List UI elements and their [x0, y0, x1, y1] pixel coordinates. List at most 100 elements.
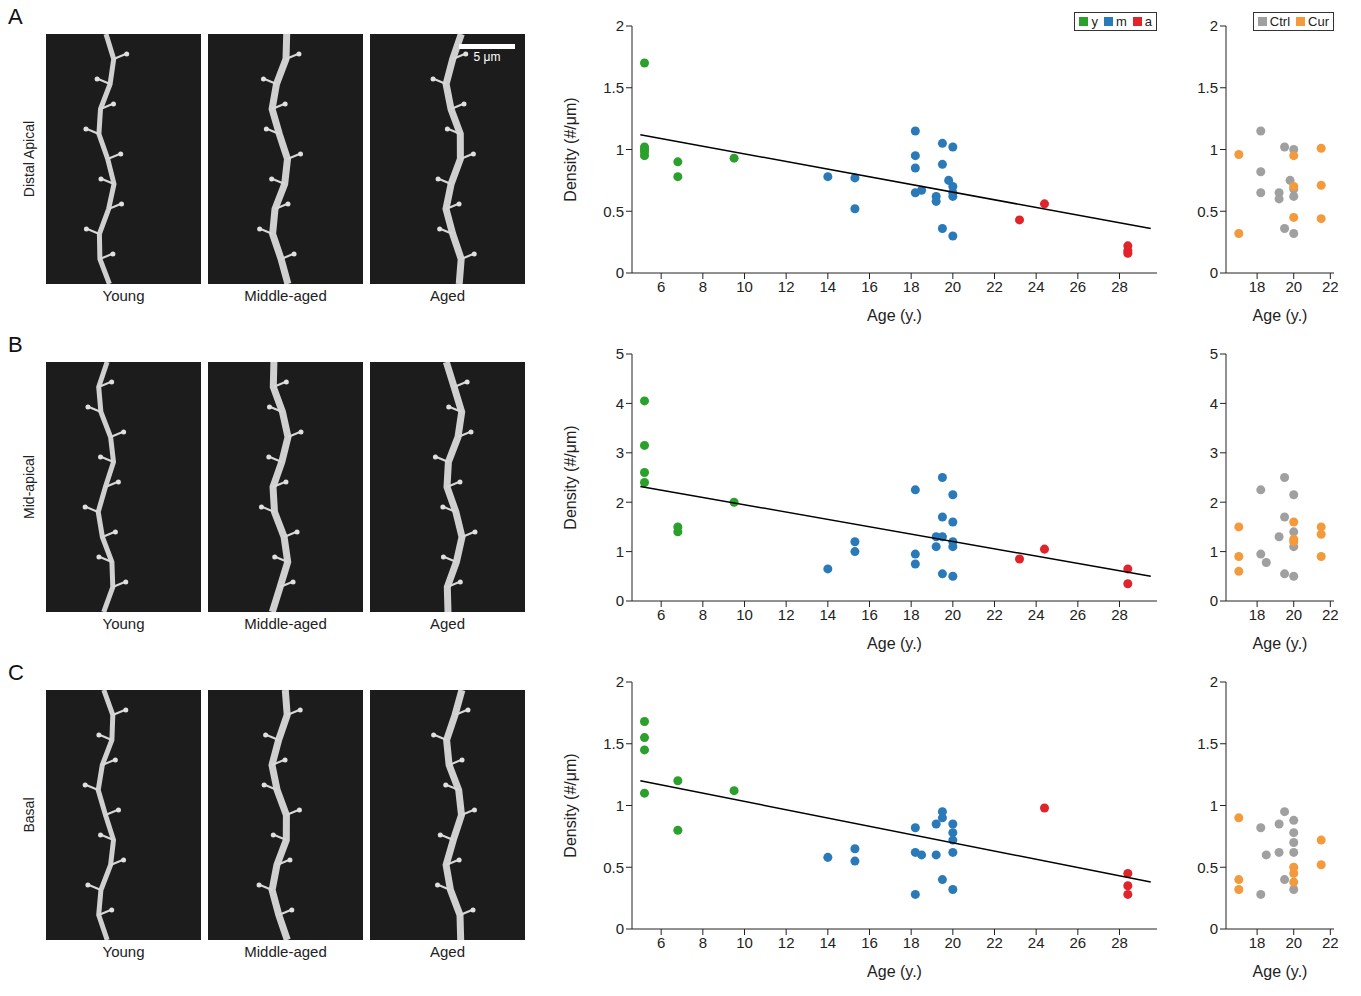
- svg-text:20: 20: [944, 278, 961, 295]
- svg-text:22: 22: [1322, 606, 1339, 623]
- svg-text:2: 2: [1210, 673, 1218, 690]
- svg-text:0: 0: [1210, 264, 1218, 281]
- svg-text:Age (y.): Age (y.): [1253, 635, 1308, 652]
- html-text:Young: Young: [102, 943, 145, 960]
- svg-text:10: 10: [736, 934, 753, 951]
- svg-text:4: 4: [1210, 395, 1218, 412]
- svg-text:14: 14: [819, 606, 836, 623]
- svg-text:20: 20: [1285, 606, 1302, 623]
- html-text:Mid-apical: Mid-apical: [21, 455, 37, 519]
- svg-text:12: 12: [778, 606, 795, 623]
- svg-text:0.5: 0.5: [1197, 203, 1218, 220]
- svg-text:Age (y.): Age (y.): [867, 307, 922, 324]
- svg-text:2: 2: [616, 673, 624, 690]
- svg-text:26: 26: [1069, 934, 1086, 951]
- html-text:Young: Young: [102, 287, 145, 304]
- html-text:Aged: Aged: [430, 615, 465, 632]
- svg-text:18: 18: [1249, 278, 1266, 295]
- svg-text:20: 20: [1285, 934, 1302, 951]
- svg-text:10: 10: [736, 278, 753, 295]
- svg-text:Age (y.): Age (y.): [1253, 963, 1308, 980]
- svg-text:Age (y.): Age (y.): [1253, 307, 1308, 324]
- svg-text:22: 22: [986, 934, 1003, 951]
- svg-text:20: 20: [944, 934, 961, 951]
- svg-text:0.5: 0.5: [1197, 859, 1218, 876]
- svg-text:1: 1: [1210, 543, 1218, 560]
- svg-text:26: 26: [1069, 278, 1086, 295]
- svg-text:2: 2: [1210, 494, 1218, 511]
- html-text:Aged: Aged: [430, 287, 465, 304]
- svg-text:0: 0: [1210, 920, 1218, 937]
- svg-text:28: 28: [1111, 278, 1128, 295]
- svg-text:4: 4: [616, 395, 624, 412]
- svg-text:16: 16: [861, 606, 878, 623]
- svg-text:3: 3: [1210, 444, 1218, 461]
- svg-text:1: 1: [1210, 141, 1218, 158]
- svg-text:Age (y.): Age (y.): [867, 635, 922, 652]
- svg-text:0: 0: [1210, 592, 1218, 609]
- svg-text:0: 0: [616, 264, 624, 281]
- html-text:Aged: Aged: [430, 943, 465, 960]
- svg-text:6: 6: [657, 606, 665, 623]
- svg-text:16: 16: [861, 278, 878, 295]
- svg-text:8: 8: [699, 934, 707, 951]
- svg-text:22: 22: [1322, 278, 1339, 295]
- svg-text:1: 1: [616, 543, 624, 560]
- html-text:Middle-aged: Middle-aged: [244, 287, 327, 304]
- html-text:Middle-aged: Middle-aged: [244, 615, 327, 632]
- svg-text:Age (y.): Age (y.): [867, 963, 922, 980]
- svg-text:18: 18: [903, 278, 920, 295]
- svg-text:5: 5: [1210, 345, 1218, 362]
- svg-text:6: 6: [657, 278, 665, 295]
- svg-text:22: 22: [986, 278, 1003, 295]
- svg-text:0.5: 0.5: [603, 203, 624, 220]
- html-text:Distal Apical: Distal Apical: [21, 120, 37, 198]
- svg-text:18: 18: [1249, 606, 1266, 623]
- svg-text:Density (#/μm): Density (#/μm): [562, 97, 579, 201]
- svg-text:20: 20: [944, 606, 961, 623]
- svg-text:1.5: 1.5: [603, 79, 624, 96]
- svg-text:24: 24: [1028, 606, 1045, 623]
- svg-text:18: 18: [903, 934, 920, 951]
- svg-text:20: 20: [1285, 278, 1302, 295]
- svg-text:16: 16: [861, 934, 878, 951]
- html-text:Young: Young: [102, 615, 145, 632]
- svg-text:5: 5: [616, 345, 624, 362]
- svg-text:28: 28: [1111, 934, 1128, 951]
- html-text:Middle-aged: Middle-aged: [244, 943, 327, 960]
- svg-text:0: 0: [616, 920, 624, 937]
- svg-text:8: 8: [699, 278, 707, 295]
- svg-text:14: 14: [819, 934, 836, 951]
- svg-text:26: 26: [1069, 606, 1086, 623]
- html-text:A: A: [8, 4, 23, 29]
- svg-text:1: 1: [616, 797, 624, 814]
- html-text:Basal: Basal: [21, 797, 37, 833]
- svg-text:Density (#/μm): Density (#/μm): [562, 425, 579, 529]
- svg-text:22: 22: [986, 606, 1003, 623]
- svg-text:6: 6: [657, 934, 665, 951]
- svg-text:8: 8: [699, 606, 707, 623]
- svg-text:Density (#/μm): Density (#/μm): [562, 753, 579, 857]
- svg-text:1.5: 1.5: [1197, 79, 1218, 96]
- svg-text:1.5: 1.5: [1197, 735, 1218, 752]
- svg-text:2: 2: [616, 17, 624, 34]
- svg-text:24: 24: [1028, 934, 1045, 951]
- svg-text:22: 22: [1322, 934, 1339, 951]
- svg-text:0.5: 0.5: [603, 859, 624, 876]
- svg-text:2: 2: [616, 494, 624, 511]
- svg-text:12: 12: [778, 934, 795, 951]
- svg-text:1: 1: [1210, 797, 1218, 814]
- svg-text:18: 18: [903, 606, 920, 623]
- svg-text:14: 14: [819, 278, 836, 295]
- svg-text:28: 28: [1111, 606, 1128, 623]
- svg-text:10: 10: [736, 606, 753, 623]
- html-text:C: C: [8, 660, 24, 685]
- svg-text:1.5: 1.5: [603, 735, 624, 752]
- svg-text:3: 3: [616, 444, 624, 461]
- svg-text:1: 1: [616, 141, 624, 158]
- svg-text:12: 12: [778, 278, 795, 295]
- svg-text:24: 24: [1028, 278, 1045, 295]
- svg-text:18: 18: [1249, 934, 1266, 951]
- svg-text:0: 0: [616, 592, 624, 609]
- svg-text:2: 2: [1210, 17, 1218, 34]
